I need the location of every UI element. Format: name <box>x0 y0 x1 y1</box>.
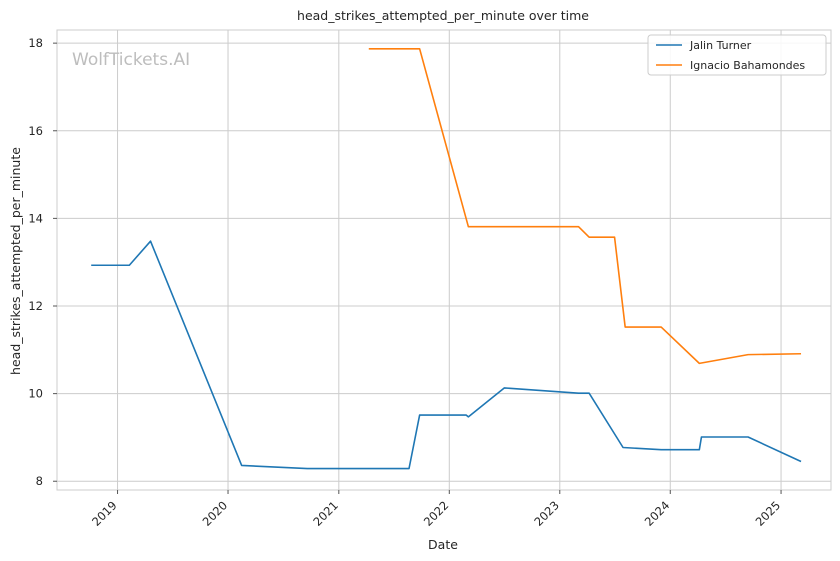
y-tick-label: 16 <box>28 124 43 138</box>
y-tick-label: 10 <box>28 387 43 401</box>
series-layer <box>91 48 802 470</box>
chart-title: head_strikes_attempted_per_minute over t… <box>297 8 589 23</box>
plot-area-frame <box>56 29 832 491</box>
y-tick-label: 14 <box>28 211 43 225</box>
series-line-jalin-turner <box>91 240 802 470</box>
legend: Jalin Turner Ignacio Bahamondes <box>647 34 827 76</box>
series-line-ignacio-bahamondes <box>368 48 802 365</box>
y-tick-label: 8 <box>36 474 43 488</box>
y-tick-label: 12 <box>28 299 43 313</box>
y-axis-ticks: 8 10 12 14 16 18 <box>28 36 57 488</box>
legend-label: Ignacio Bahamondes <box>690 59 805 72</box>
watermark: WolfTickets.AI <box>72 50 190 70</box>
y-tick-label: 18 <box>28 36 43 50</box>
legend-label: Jalin Turner <box>689 39 752 52</box>
y-axis-label: head_strikes_attempted_per_minute <box>8 147 23 375</box>
legend-box <box>647 34 827 76</box>
x-axis-label: Date <box>428 537 458 552</box>
